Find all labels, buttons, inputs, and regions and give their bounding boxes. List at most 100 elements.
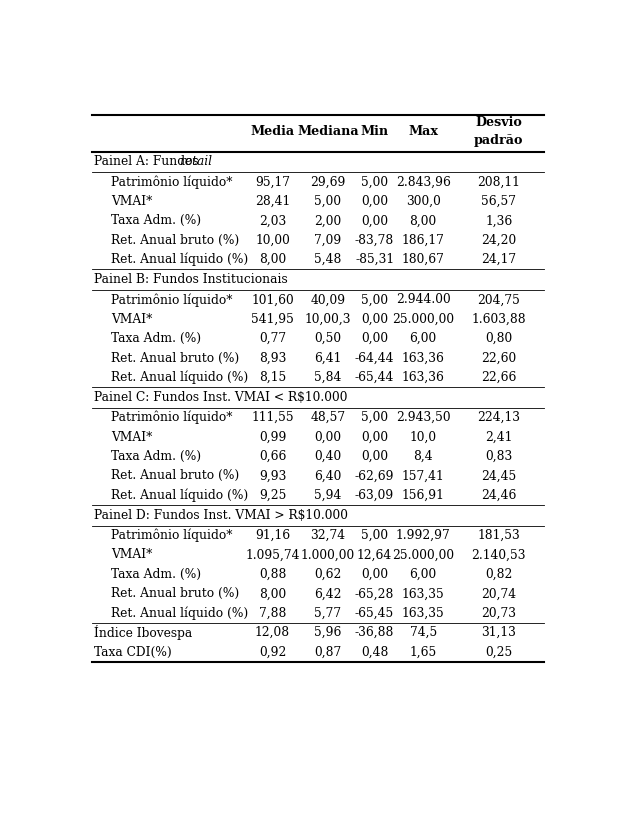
Text: 2,41: 2,41 xyxy=(485,431,512,444)
Text: -65,45: -65,45 xyxy=(355,606,394,619)
Text: 24,20: 24,20 xyxy=(481,234,517,247)
Text: Taxa Adm. (%): Taxa Adm. (%) xyxy=(111,568,201,581)
Text: 74,5: 74,5 xyxy=(410,626,437,639)
Text: Mediana: Mediana xyxy=(297,125,359,138)
Text: retail: retail xyxy=(179,155,212,168)
Text: padrão: padrão xyxy=(474,133,524,147)
Text: 10,00: 10,00 xyxy=(255,234,290,247)
Text: 0,48: 0,48 xyxy=(361,646,388,659)
Text: 541,95: 541,95 xyxy=(251,313,294,326)
Text: Min: Min xyxy=(361,125,389,138)
Text: 0,00: 0,00 xyxy=(361,450,388,463)
Text: Ret. Anual líquido (%): Ret. Anual líquido (%) xyxy=(111,488,248,502)
Text: 8,93: 8,93 xyxy=(259,352,286,365)
Text: 22,60: 22,60 xyxy=(481,352,517,365)
Text: 0,77: 0,77 xyxy=(259,332,286,345)
Text: 111,55: 111,55 xyxy=(252,411,294,424)
Text: Painel A: Fundos: Painel A: Fundos xyxy=(94,155,203,168)
Text: 5,96: 5,96 xyxy=(314,626,342,639)
Text: -65,28: -65,28 xyxy=(355,587,394,600)
Text: 0,00: 0,00 xyxy=(361,332,388,345)
Text: 29,69: 29,69 xyxy=(310,176,345,189)
Text: VMAI*: VMAI* xyxy=(111,431,153,444)
Text: 2.943,50: 2.943,50 xyxy=(396,411,450,424)
Text: 24,17: 24,17 xyxy=(481,253,516,266)
Text: Taxa Adm. (%): Taxa Adm. (%) xyxy=(111,332,201,345)
Text: 1,65: 1,65 xyxy=(410,646,437,659)
Text: 7,09: 7,09 xyxy=(314,234,342,247)
Text: Taxa CDI(%): Taxa CDI(%) xyxy=(94,646,172,659)
Text: 24,45: 24,45 xyxy=(481,470,517,483)
Text: 6,42: 6,42 xyxy=(314,587,342,600)
Text: 0,87: 0,87 xyxy=(314,646,342,659)
Text: Ret. Anual bruto (%): Ret. Anual bruto (%) xyxy=(111,352,240,365)
Text: 5,00: 5,00 xyxy=(361,176,388,189)
Text: Ret. Anual bruto (%): Ret. Anual bruto (%) xyxy=(111,234,240,247)
Text: 10,00,3: 10,00,3 xyxy=(305,313,351,326)
Text: 163,36: 163,36 xyxy=(402,371,445,384)
Text: 25.000,00: 25.000,00 xyxy=(392,549,454,562)
Text: 9,93: 9,93 xyxy=(259,470,286,483)
Text: 32,74: 32,74 xyxy=(310,529,345,542)
Text: Painel D: Fundos Inst. VMAI > R$10.000: Painel D: Fundos Inst. VMAI > R$10.000 xyxy=(94,509,348,522)
Text: 8,00: 8,00 xyxy=(410,214,437,227)
Text: Patrimônio líquido*: Patrimônio líquido* xyxy=(111,411,233,424)
Text: 224,13: 224,13 xyxy=(478,411,520,424)
Text: 163,35: 163,35 xyxy=(402,587,445,600)
Text: 0,50: 0,50 xyxy=(314,332,342,345)
Text: Índice Ibovespa: Índice Ibovespa xyxy=(94,625,193,640)
Text: 5,00: 5,00 xyxy=(314,195,342,208)
Text: 101,60: 101,60 xyxy=(251,293,294,306)
Text: 91,16: 91,16 xyxy=(255,529,290,542)
Text: 10,0: 10,0 xyxy=(410,431,437,444)
Text: 8,00: 8,00 xyxy=(259,253,286,266)
Text: 5,94: 5,94 xyxy=(314,489,342,502)
Text: Patrimônio líquido*: Patrimônio líquido* xyxy=(111,293,233,307)
Text: 22,66: 22,66 xyxy=(481,371,517,384)
Text: 5,77: 5,77 xyxy=(314,606,342,619)
Text: 0,99: 0,99 xyxy=(259,431,286,444)
Text: 0,40: 0,40 xyxy=(314,450,342,463)
Text: 0,92: 0,92 xyxy=(259,646,286,659)
Text: 2.843,96: 2.843,96 xyxy=(396,176,451,189)
Text: 208,11: 208,11 xyxy=(478,176,520,189)
Text: 0,82: 0,82 xyxy=(485,568,512,581)
Text: 40,09: 40,09 xyxy=(310,293,345,306)
Text: 0,83: 0,83 xyxy=(485,450,512,463)
Text: 20,73: 20,73 xyxy=(481,606,516,619)
Text: 25.000,00: 25.000,00 xyxy=(392,313,454,326)
Text: 0,62: 0,62 xyxy=(314,568,342,581)
Text: 186,17: 186,17 xyxy=(402,234,445,247)
Text: 157,41: 157,41 xyxy=(402,470,445,483)
Text: 0,00: 0,00 xyxy=(361,313,388,326)
Text: 0,00: 0,00 xyxy=(361,431,388,444)
Text: -85,31: -85,31 xyxy=(355,253,394,266)
Text: 163,36: 163,36 xyxy=(402,352,445,365)
Text: 56,57: 56,57 xyxy=(481,195,516,208)
Text: -62,69: -62,69 xyxy=(355,470,394,483)
Text: 28,41: 28,41 xyxy=(255,195,290,208)
Text: -36,88: -36,88 xyxy=(355,626,394,639)
Text: -65,44: -65,44 xyxy=(355,371,394,384)
Text: 180,67: 180,67 xyxy=(402,253,445,266)
Text: 2,00: 2,00 xyxy=(314,214,342,227)
Text: 9,25: 9,25 xyxy=(259,489,286,502)
Text: 95,17: 95,17 xyxy=(255,176,290,189)
Text: Desvio: Desvio xyxy=(475,116,522,129)
Text: 5,84: 5,84 xyxy=(314,371,342,384)
Text: 7,88: 7,88 xyxy=(259,606,286,619)
Text: -83,78: -83,78 xyxy=(355,234,394,247)
Text: -63,09: -63,09 xyxy=(355,489,394,502)
Text: 20,74: 20,74 xyxy=(481,587,516,600)
Text: -64,44: -64,44 xyxy=(355,352,394,365)
Text: 6,00: 6,00 xyxy=(410,568,437,581)
Text: 0,66: 0,66 xyxy=(259,450,286,463)
Text: 2,03: 2,03 xyxy=(259,214,286,227)
Text: 48,57: 48,57 xyxy=(310,411,345,424)
Text: 0,88: 0,88 xyxy=(259,568,286,581)
Text: 1.000,00: 1.000,00 xyxy=(301,549,355,562)
Text: Patrimônio líquido*: Patrimônio líquido* xyxy=(111,175,233,189)
Text: 8,00: 8,00 xyxy=(259,587,286,600)
Text: VMAI*: VMAI* xyxy=(111,549,153,562)
Text: Media: Media xyxy=(250,125,294,138)
